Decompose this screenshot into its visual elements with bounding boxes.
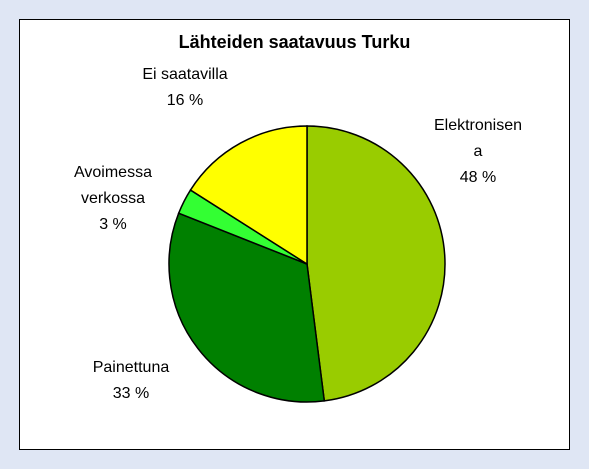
category-label: Ei saatavilla bbox=[142, 66, 228, 83]
slice-label: Painettuna 33 % bbox=[76, 355, 186, 407]
pie-slice bbox=[306, 125, 446, 402]
pie-slice bbox=[168, 212, 326, 403]
category-label: Elektronisena bbox=[433, 117, 523, 160]
slice-label: Avoimessa verkossa 3 % bbox=[58, 160, 168, 238]
slice-label: Elektronisena 48 % bbox=[431, 113, 525, 191]
chart-title: Lähteiden saatavuus Turku bbox=[178, 32, 411, 52]
value-label: 48 % bbox=[459, 169, 497, 186]
category-label: Painettuna bbox=[92, 359, 170, 376]
slice-label: Ei saatavilla 16 % bbox=[130, 62, 240, 114]
value-label: 33 % bbox=[112, 385, 150, 402]
category-label: Avoimessa verkossa bbox=[74, 164, 152, 207]
pie-slice bbox=[189, 125, 308, 266]
value-label: 16 % bbox=[166, 92, 204, 109]
value-label: 3 % bbox=[99, 216, 127, 233]
